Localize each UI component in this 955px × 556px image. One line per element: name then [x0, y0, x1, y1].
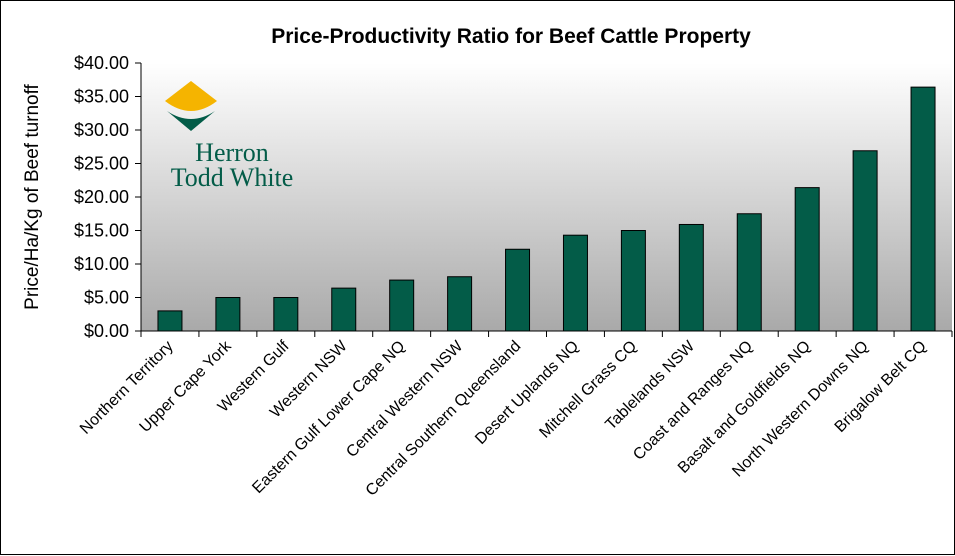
logo-top-diamond-icon — [165, 81, 217, 101]
y-tick-label: $5.00 — [84, 288, 129, 308]
x-tick-label: Desert Uplands NQ — [472, 338, 582, 448]
y-tick-label: $10.00 — [74, 254, 129, 274]
y-tick-label: $30.00 — [74, 120, 129, 140]
y-tick-label: $20.00 — [74, 187, 129, 207]
bars-group — [157, 86, 936, 332]
bar — [389, 279, 415, 332]
logo-bottom-chevron-icon — [167, 111, 215, 131]
plot-area — [141, 63, 952, 331]
chart-title: Price-Productivity Ratio for Beef Cattle… — [271, 25, 751, 48]
y-axis-label: Price/Ha/Kg of Beef turnoff — [22, 83, 43, 309]
bar — [505, 248, 531, 332]
bar — [273, 297, 299, 332]
y-tick-label: $0.00 — [84, 321, 129, 341]
bar — [331, 287, 357, 332]
bar — [910, 86, 936, 332]
logo-top-arc-icon — [165, 101, 217, 111]
bar — [157, 310, 183, 332]
logo-text-line1: Herron — [195, 138, 269, 167]
y-tick-label: $25.00 — [74, 154, 129, 174]
y-tick-label: $35.00 — [74, 87, 129, 107]
bar — [852, 150, 878, 332]
bar — [562, 234, 588, 332]
x-tick-label: Mitchell Grass CQ — [536, 338, 640, 442]
company-logo: Herron Todd White — [165, 81, 293, 192]
y-tick-label: $15.00 — [74, 221, 129, 241]
x-tick-label: Central Western NSW — [343, 337, 467, 461]
bar — [678, 223, 704, 332]
bar — [215, 297, 241, 332]
logo-text-line2: Todd White — [171, 163, 294, 192]
bar — [620, 230, 646, 332]
y-tick-label: $40.00 — [74, 53, 129, 73]
bar — [736, 213, 762, 332]
axes: $0.00 $5.00 $10.00 $15.00 $20.00 $25.00 $30.00… — [74, 53, 953, 341]
bar — [794, 187, 820, 332]
x-tick-label: Coast and Ranges NQ — [630, 338, 756, 464]
bar — [447, 276, 473, 332]
